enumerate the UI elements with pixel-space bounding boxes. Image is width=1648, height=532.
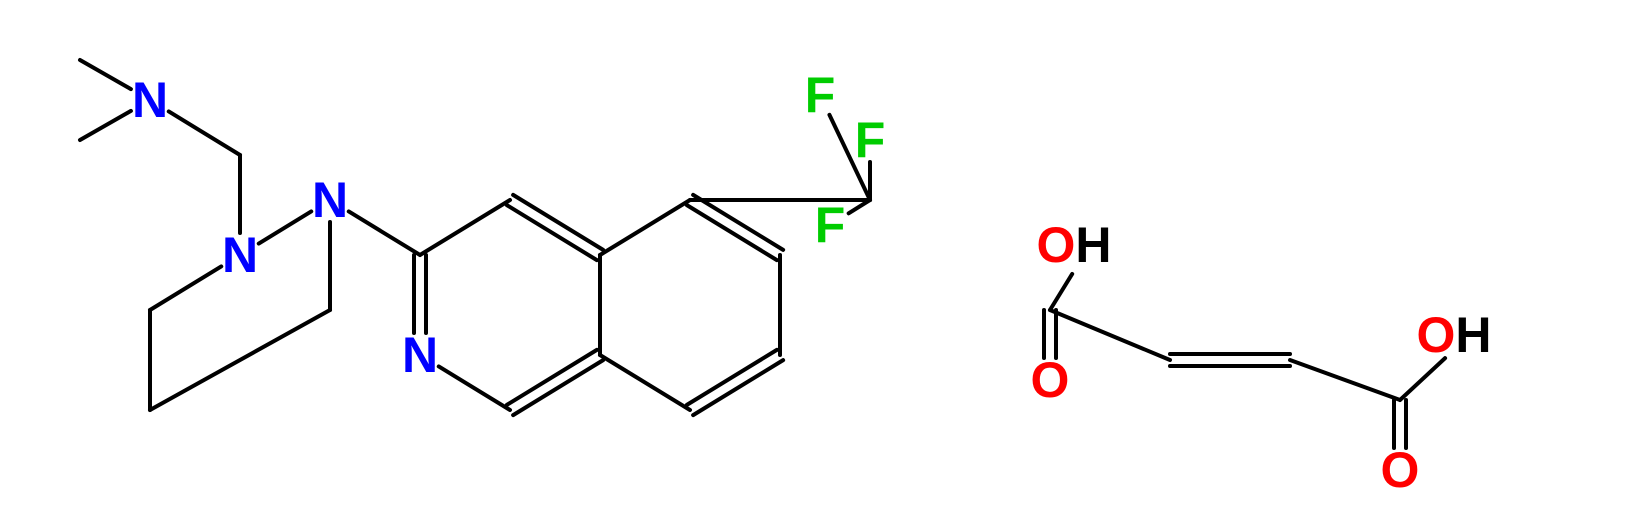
bond-line	[420, 200, 510, 255]
bond-line	[687, 205, 777, 260]
atom-f: F	[815, 197, 846, 253]
atom-o: O	[1031, 352, 1070, 408]
bond-line	[1290, 360, 1400, 400]
bond-line	[693, 195, 783, 250]
bond-line	[600, 355, 690, 410]
bond-line	[259, 211, 311, 243]
atom-o: O	[1381, 442, 1420, 498]
bond-line	[1050, 274, 1072, 310]
bond-line	[513, 360, 603, 415]
bond-line	[687, 350, 777, 405]
atom-n: N	[132, 72, 168, 128]
bond-line	[80, 111, 131, 140]
bond-line	[600, 200, 690, 255]
bond-line	[507, 205, 597, 260]
bond-line	[439, 366, 510, 410]
molecule-canvas: NNNNFFFOOHOOH	[0, 0, 1648, 532]
bond-line	[169, 111, 240, 155]
atom-f: F	[805, 67, 836, 123]
atom-o: OH	[1036, 217, 1111, 273]
bond-line	[1400, 358, 1445, 400]
bond-line	[693, 360, 783, 415]
bond-line	[150, 310, 330, 410]
bond-line	[349, 211, 420, 255]
atom-n: N	[222, 227, 258, 283]
atom-o: OH	[1416, 307, 1491, 363]
bond-line	[513, 195, 603, 250]
atom-f: F	[855, 112, 886, 168]
bond-line	[507, 350, 597, 405]
bond-line	[150, 266, 221, 310]
bond-line	[849, 200, 870, 213]
atom-n: N	[402, 327, 438, 383]
bond-line	[80, 60, 131, 89]
atom-n: N	[312, 172, 348, 228]
